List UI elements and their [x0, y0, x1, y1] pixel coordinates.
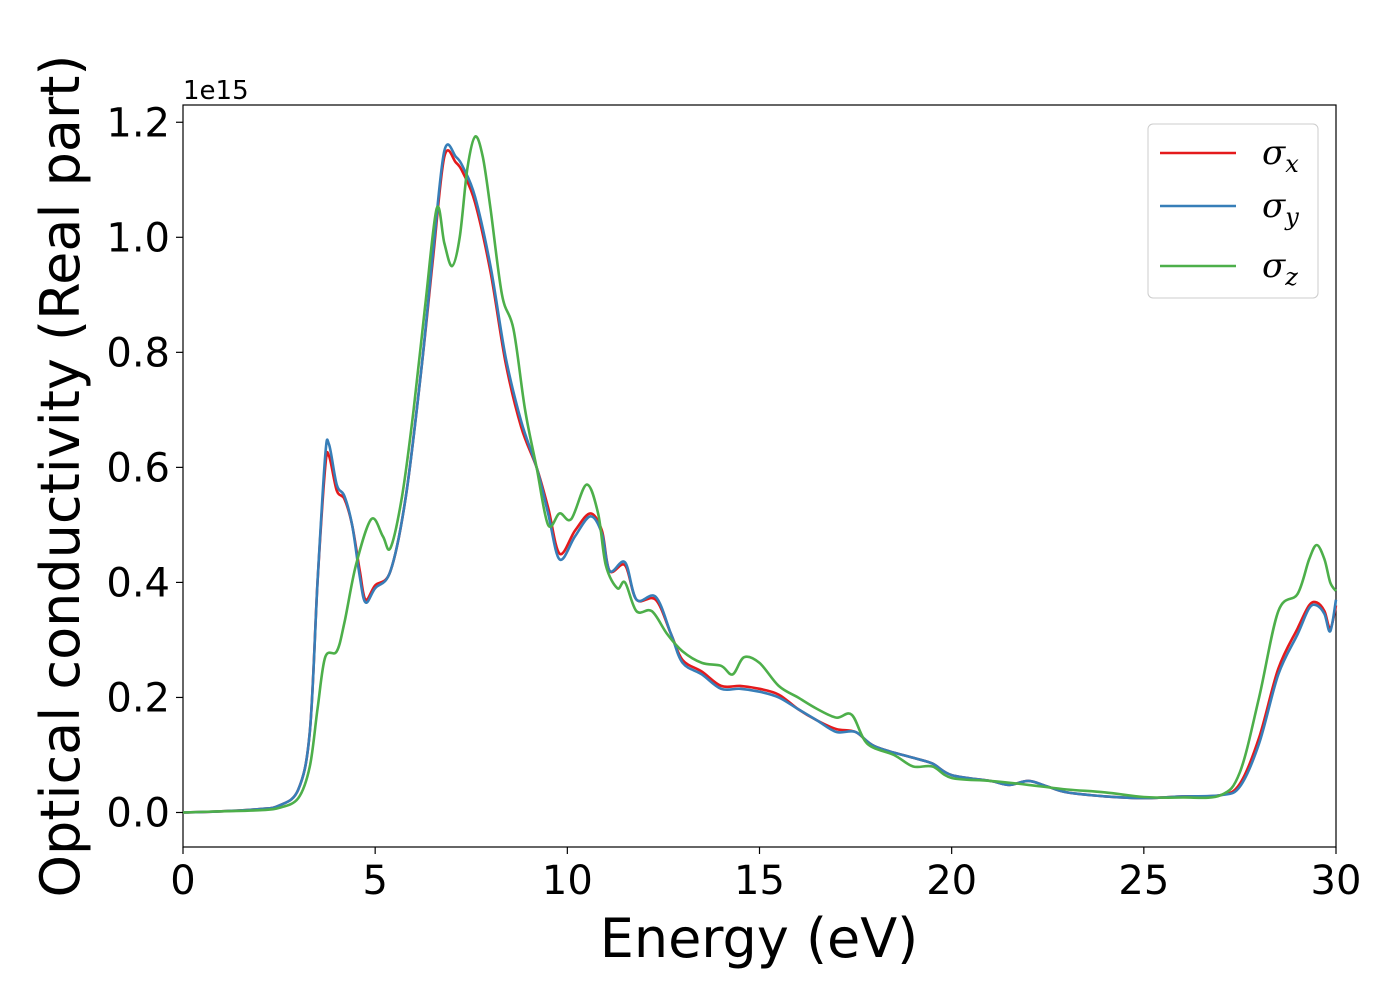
- x-tick-label: 25: [1118, 858, 1169, 904]
- y-tick-label: 0.6: [106, 445, 170, 491]
- series-line-z: [182, 135, 1338, 814]
- y-tick-label: 0.8: [106, 330, 170, 376]
- legend-box: [1147, 123, 1319, 299]
- x-tick-label: 5: [362, 858, 387, 904]
- x-tick-label: 30: [1311, 858, 1362, 904]
- legend-label-z: σz: [1262, 246, 1298, 291]
- series-line-y: [182, 143, 1338, 814]
- y-tick-label: 0.2: [106, 675, 170, 721]
- y-axis-title: Optical conductivity (Real part): [29, 55, 92, 898]
- y-axis: 0.0 0.2 0.4 0.6 0.8 1.0 1.2: [106, 100, 183, 836]
- y-tick-label: 0.4: [106, 560, 170, 606]
- y-tick-label: 1.0: [106, 215, 170, 261]
- series-layer: [182, 135, 1338, 814]
- y-tick-label: 0.0: [106, 790, 170, 836]
- x-tick-label: 15: [734, 858, 785, 904]
- legend: σx σy σz: [1147, 123, 1319, 299]
- x-axis-title: Energy (eV): [600, 907, 919, 970]
- x-tick-label: 10: [542, 858, 593, 904]
- y-offset-label: 1e15: [183, 76, 249, 106]
- legend-label-x: σx: [1262, 133, 1299, 178]
- x-axis: 0 5 10 15 20 25 30: [170, 847, 1361, 904]
- y-tick-label: 1.2: [106, 100, 170, 146]
- legend-label-y: σy: [1262, 186, 1299, 231]
- x-tick-label: 0: [170, 858, 195, 904]
- x-tick-label: 20: [926, 858, 977, 904]
